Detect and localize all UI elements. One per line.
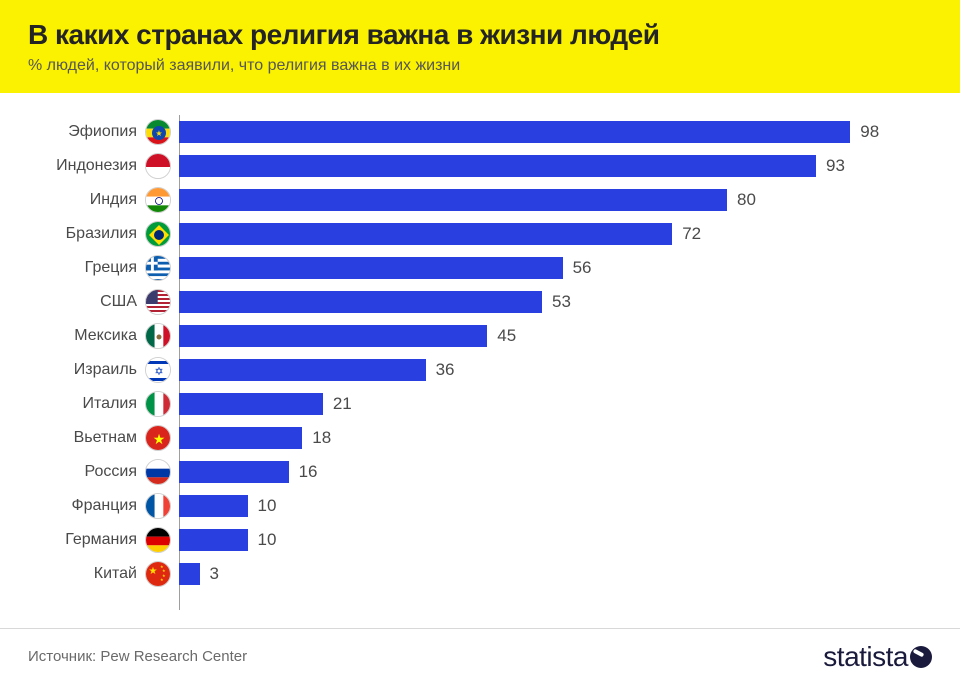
country-label: Франция (0, 497, 145, 515)
flag-icon-israel: ✡ (145, 357, 171, 383)
svg-text:★: ★ (153, 431, 166, 447)
flag-icon-germany (145, 527, 171, 553)
bar (179, 189, 727, 211)
bar (179, 257, 563, 279)
value-label: 93 (816, 156, 845, 176)
bar (179, 325, 487, 347)
country-label: Германия (0, 531, 145, 549)
bar (179, 291, 542, 313)
bar-track: 45 (179, 325, 920, 347)
svg-text:★: ★ (155, 129, 162, 138)
flag-icon-france (145, 493, 171, 519)
flag-icon-greece (145, 255, 171, 281)
bar-track: 10 (179, 529, 920, 551)
chart-row: Индонезия 93 (0, 149, 920, 183)
bar-track: 3 (179, 563, 920, 585)
svg-text:★: ★ (160, 577, 164, 582)
value-label: 98 (850, 122, 879, 142)
chart-row: Германия 10 (0, 523, 920, 557)
bar-track: 56 (179, 257, 920, 279)
chart-row: Эфиопия ★ 98 (0, 115, 920, 149)
bar-track: 21 (179, 393, 920, 415)
country-label: Бразилия (0, 225, 145, 243)
flag-icon-vietnam: ★ (145, 425, 171, 451)
chart-title: В каких странах религия важна в жизни лю… (28, 20, 932, 51)
bar (179, 393, 323, 415)
flag-icon-usa (145, 289, 171, 315)
value-label: 10 (248, 530, 277, 550)
chart-row: США 53 (0, 285, 920, 319)
chart-subtitle: % людей, который заявили, что религия ва… (28, 57, 932, 75)
bar-track: 10 (179, 495, 920, 517)
bar (179, 529, 248, 551)
bar-track: 93 (179, 155, 920, 177)
bar (179, 223, 672, 245)
country-label: Вьетнам (0, 429, 145, 447)
chart-row: Франция 10 (0, 489, 920, 523)
value-label: 10 (248, 496, 277, 516)
svg-text:✡: ✡ (154, 366, 163, 378)
country-label: Индия (0, 191, 145, 209)
bar-track: 18 (179, 427, 920, 449)
flag-icon-ethiopia: ★ (145, 119, 171, 145)
flag-icon-china: ★ ★ ★ ★ ★ (145, 561, 171, 587)
chart-row: Израиль ✡ 36 (0, 353, 920, 387)
country-label: Мексика (0, 327, 145, 345)
value-label: 80 (727, 190, 756, 210)
country-label: Италия (0, 395, 145, 413)
bar (179, 121, 850, 143)
value-label: 56 (563, 258, 592, 278)
flag-icon-indonesia (145, 153, 171, 179)
value-label: 3 (200, 564, 219, 584)
flag-icon-russia (145, 459, 171, 485)
flag-icon-italy (145, 391, 171, 417)
statista-logo: statista (823, 641, 932, 673)
value-label: 72 (672, 224, 701, 244)
value-label: 18 (302, 428, 331, 448)
bar (179, 563, 200, 585)
bar-track: 98 (179, 121, 920, 143)
chart-row: Греция 56 (0, 251, 920, 285)
chart-row: Мексика 45 (0, 319, 920, 353)
value-label: 16 (289, 462, 318, 482)
value-label: 53 (542, 292, 571, 312)
bar-track: 36 (179, 359, 920, 381)
chart-row: Россия 16 (0, 455, 920, 489)
chart-row: Бразилия 72 (0, 217, 920, 251)
value-label: 21 (323, 394, 352, 414)
country-label: Эфиопия (0, 123, 145, 141)
chart-row: Вьетнам ★ 18 (0, 421, 920, 455)
country-label: Китай (0, 565, 145, 583)
logo-icon (910, 646, 932, 668)
bar (179, 461, 289, 483)
bar (179, 155, 816, 177)
bar-chart: Эфиопия ★ 98 Индонезия 93 Индия (0, 93, 960, 601)
bar (179, 359, 426, 381)
chart-row: Индия 80 (0, 183, 920, 217)
bar-track: 53 (179, 291, 920, 313)
country-label: Израиль (0, 361, 145, 379)
country-label: Россия (0, 463, 145, 481)
bar-track: 72 (179, 223, 920, 245)
country-label: Индонезия (0, 157, 145, 175)
svg-text:★: ★ (149, 566, 158, 577)
bar-track: 16 (179, 461, 920, 483)
chart-row: Италия 21 (0, 387, 920, 421)
header: В каких странах религия важна в жизни лю… (0, 0, 960, 93)
bar (179, 427, 302, 449)
footer: Источник: Pew Research Center statista (0, 628, 960, 684)
flag-icon-mexico (145, 323, 171, 349)
country-label: США (0, 293, 145, 311)
bar-track: 80 (179, 189, 920, 211)
value-label: 36 (426, 360, 455, 380)
source-text: Источник: Pew Research Center (28, 648, 247, 665)
chart-row: Китай ★ ★ ★ ★ ★ 3 (0, 557, 920, 591)
bar (179, 495, 248, 517)
flag-icon-brazil (145, 221, 171, 247)
value-label: 45 (487, 326, 516, 346)
country-label: Греция (0, 259, 145, 277)
flag-icon-india (145, 187, 171, 213)
